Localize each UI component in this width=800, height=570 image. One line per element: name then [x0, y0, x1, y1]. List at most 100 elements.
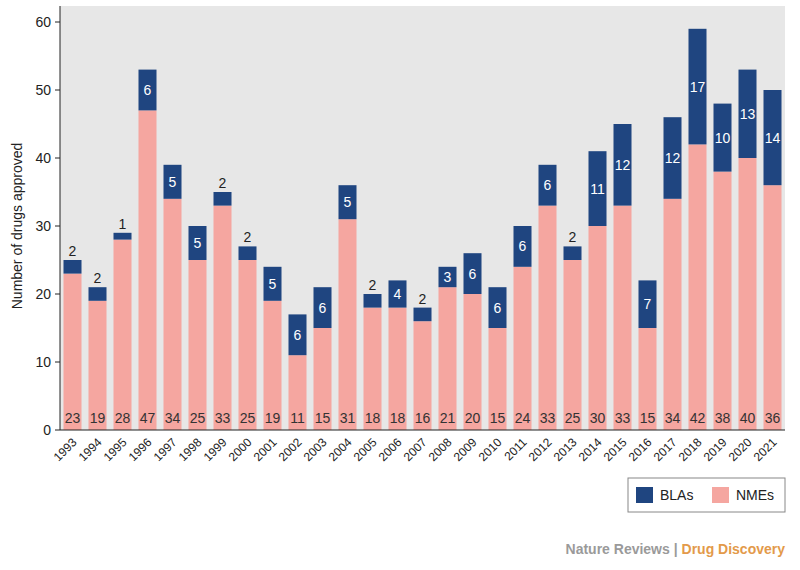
data-label: 15	[490, 410, 506, 426]
bar-segment	[364, 294, 382, 308]
chart-svg: 2319284734253325191115311818162120152433…	[0, 0, 800, 570]
x-tick-label: 2008	[426, 435, 455, 464]
x-tick-label: 2020	[726, 435, 755, 464]
bar-segment	[139, 110, 157, 430]
data-label: 5	[194, 235, 202, 251]
legend-label: NMEs	[736, 487, 774, 503]
x-tick-label: 1996	[126, 435, 155, 464]
x-tick-label: 2016	[626, 435, 655, 464]
bar-segment	[589, 151, 607, 226]
data-label: 19	[265, 410, 281, 426]
y-tick-label: 50	[35, 82, 51, 98]
bar-segment	[264, 267, 282, 301]
x-tick-label: 2005	[351, 435, 380, 464]
bar-segment	[689, 29, 707, 145]
data-label: 42	[690, 410, 706, 426]
data-label: 34	[665, 410, 681, 426]
credit-part: |	[670, 541, 678, 557]
bar-segment	[189, 260, 207, 430]
x-tick-label: 2012	[526, 435, 555, 464]
bar-segment	[464, 253, 482, 294]
data-label: 23	[65, 410, 81, 426]
bar-segment	[614, 206, 632, 430]
bar-segment	[214, 192, 232, 206]
y-tick	[55, 158, 60, 159]
data-label: 5	[344, 194, 352, 210]
x-tick-label: 2013	[551, 435, 580, 464]
y-tick-label: 20	[35, 286, 51, 302]
y-tick-label: 30	[35, 218, 51, 234]
x-axis	[60, 430, 785, 431]
bar-segment	[139, 70, 157, 111]
x-tick-label: 1998	[176, 435, 205, 464]
y-tick-label: 40	[35, 150, 51, 166]
bar-segment	[639, 328, 657, 430]
x-tick-label: 2015	[601, 435, 630, 464]
bar-segment	[514, 226, 532, 267]
data-label: 2	[244, 229, 252, 245]
bar-segment	[389, 280, 407, 307]
bar-segment	[764, 185, 782, 430]
y-tick-label: 0	[43, 422, 51, 438]
x-tick-label: 1993	[51, 435, 80, 464]
bar-segment	[589, 226, 607, 430]
x-tick-label: 2003	[301, 435, 330, 464]
bar-segment	[289, 355, 307, 430]
data-label: 4	[394, 286, 402, 302]
bar-segment	[464, 294, 482, 430]
bar-segment	[114, 233, 132, 240]
data-label: 30	[590, 410, 606, 426]
data-label: 12	[615, 157, 631, 173]
bar-segment	[739, 158, 757, 430]
bar-segment	[439, 267, 457, 287]
data-label: 2	[419, 291, 427, 307]
data-label: 2	[569, 229, 577, 245]
bar-segment	[64, 260, 82, 274]
x-tick-label: 2017	[651, 435, 680, 464]
bar-segment	[564, 246, 582, 260]
data-label: 11	[290, 410, 305, 426]
bar-segment	[764, 90, 782, 185]
data-label: 34	[165, 410, 181, 426]
data-label: 2	[219, 175, 227, 191]
bar-segment	[389, 308, 407, 430]
data-label: 1	[119, 216, 127, 232]
x-tick-label: 2014	[576, 435, 605, 464]
bar-segment	[364, 308, 382, 430]
bar-segment	[339, 219, 357, 430]
bar-segment	[164, 165, 182, 199]
data-label: 2	[369, 277, 377, 293]
data-label: 47	[140, 410, 156, 426]
data-label: 40	[740, 410, 756, 426]
data-label: 25	[190, 410, 206, 426]
bar-segment	[714, 104, 732, 172]
data-label: 6	[294, 327, 302, 343]
bar-segment	[689, 144, 707, 430]
bar-segment	[114, 240, 132, 430]
data-label: 33	[215, 410, 231, 426]
bar-segment	[314, 328, 332, 430]
data-label: 5	[269, 276, 277, 292]
chart-container: 2319284734253325191115311818162120152433…	[0, 0, 800, 570]
bar-segment	[439, 287, 457, 430]
bar-segment	[64, 274, 82, 430]
data-label: 33	[615, 410, 631, 426]
bar-segment	[339, 185, 357, 219]
bar-segment	[239, 260, 257, 430]
y-axis	[60, 6, 61, 430]
data-label: 20	[465, 410, 481, 426]
data-label: 14	[765, 130, 781, 146]
data-label: 7	[644, 296, 652, 312]
bar-segment	[739, 70, 757, 158]
bar-segment	[239, 246, 257, 260]
bar-segment	[189, 226, 207, 260]
data-label: 6	[519, 238, 527, 254]
x-tick-label: 1999	[201, 435, 230, 464]
x-tick-label: 2021	[751, 435, 780, 464]
data-label: 15	[315, 410, 331, 426]
data-label: 10	[715, 130, 731, 146]
data-label: 31	[340, 410, 356, 426]
data-label: 12	[665, 150, 681, 166]
bar-segment	[214, 206, 232, 430]
data-label: 19	[90, 410, 106, 426]
